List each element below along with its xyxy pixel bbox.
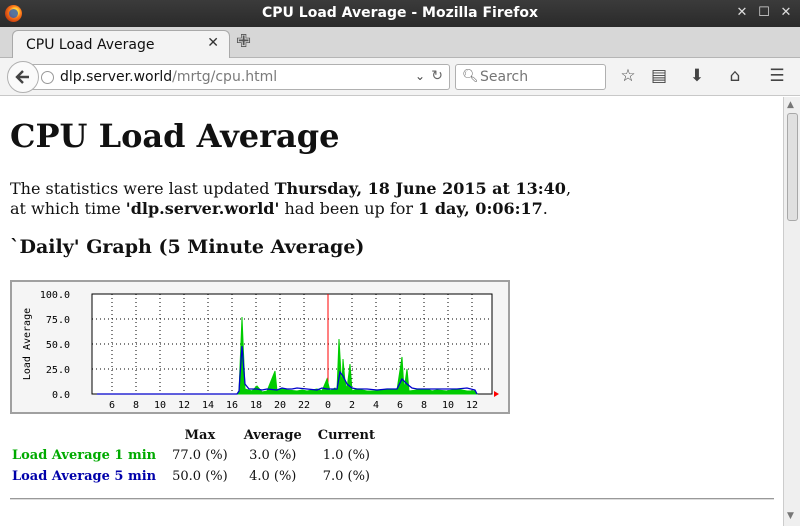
download-icon[interactable]: ⬇: [689, 66, 705, 86]
legend-row-1min: Load Average 1 min 77.0 (%) 3.0 (%) 1.0 …: [10, 445, 383, 466]
x-axis-arrow: [494, 391, 499, 397]
y-tick-label: 0.0: [52, 390, 70, 401]
host-name: 'dlp.server.world': [125, 199, 280, 218]
legend-table: Max Average Current Load Average 1 min 7…: [10, 425, 383, 487]
legend-max-5min: 50.0 (%): [172, 469, 228, 484]
legend-label-1min: Load Average 1 min: [12, 448, 157, 463]
close-window-icon[interactable]: ✕: [780, 5, 792, 20]
daily-graph: 100.0 75.0 50.0 25.0 0.0 6 8 10 12 14 16 18 20 22 0 2 4 6…: [10, 280, 510, 414]
navigation-bar: dlp.server.world/mrtg/cpu.html ⌄ ↻ 🔍︎ ☆ …: [0, 58, 800, 96]
reload-icon[interactable]: ↻: [431, 68, 443, 84]
y-tick-label: 50.0: [46, 340, 70, 351]
x-tick-label: 4: [373, 400, 379, 411]
tab-strip: CPU Load Average ✕ ✙: [0, 27, 800, 59]
x-tick-label: 2: [349, 400, 355, 411]
x-tick-label: 12: [466, 400, 478, 411]
graph-heading: `Daily' Graph (5 Minute Average): [10, 236, 365, 258]
uptime-prefix: at which time: [10, 199, 126, 218]
search-icon: 🔍︎: [462, 69, 479, 84]
legend-header-max: Max: [184, 427, 216, 443]
load-chart: 100.0 75.0 50.0 25.0 0.0 6 8 10 12 14 16 18 20 22 0 2 4 6…: [22, 290, 499, 411]
x-tick-label: 8: [421, 400, 427, 411]
x-tick-label: 10: [154, 400, 166, 411]
x-tick-label: 0: [325, 400, 331, 411]
legend-current-5min: 7.0 (%): [322, 469, 370, 484]
x-tick-label: 18: [250, 400, 262, 411]
globe-icon: [41, 71, 54, 84]
updated-prefix: The statistics were last updated: [10, 179, 275, 198]
updated-suffix: ,: [565, 179, 572, 198]
x-tick-label: 6: [109, 400, 115, 411]
legend-header-average: Average: [243, 427, 302, 443]
x-tick-label: 14: [202, 400, 214, 411]
x-tick-label: 6: [397, 400, 403, 411]
back-arrow-icon: [15, 70, 29, 84]
scrollbar-thumb[interactable]: [787, 113, 798, 221]
search-input[interactable]: [480, 68, 600, 86]
x-tick-label: 22: [298, 400, 310, 411]
bookmark-star-icon[interactable]: ☆: [620, 66, 636, 86]
scroll-down-icon[interactable]: ▼: [787, 511, 794, 521]
page-title: CPU Load Average: [10, 117, 340, 155]
legend-corner: [10, 425, 164, 445]
divider: [10, 498, 774, 500]
scroll-up-icon[interactable]: ▲: [787, 100, 794, 110]
uptime-suffix: .: [542, 199, 548, 218]
x-tick-label: 20: [274, 400, 286, 411]
y-axis-label: Load Average: [22, 308, 33, 380]
legend-max-1min: 77.0 (%): [172, 448, 228, 463]
series-load-5min: [97, 345, 478, 395]
y-tick-label: 25.0: [46, 365, 70, 376]
new-tab-icon[interactable]: ✙: [236, 31, 252, 52]
url-bar[interactable]: dlp.server.world/mrtg/cpu.html ⌄ ↻: [30, 64, 450, 90]
vertical-scrollbar[interactable]: ▲ ▼: [783, 97, 800, 526]
stats-summary: The statistics were last updated Thursda…: [10, 179, 571, 219]
bookmarks-list-icon[interactable]: ▤: [650, 66, 668, 86]
y-tick-label: 100.0: [40, 290, 70, 301]
uptime-mid: had been up for: [279, 199, 419, 218]
legend-current-1min: 1.0 (%): [322, 448, 370, 463]
x-tick-label: 8: [133, 400, 139, 411]
home-icon[interactable]: ⌂: [729, 66, 741, 86]
back-button[interactable]: [7, 61, 39, 93]
updated-time: Thursday, 18 June 2015 at 13:40: [274, 179, 566, 198]
legend-header-current: Current: [317, 427, 375, 443]
search-box[interactable]: 🔍︎: [455, 64, 606, 90]
window-titlebar: CPU Load Average - Mozilla Firefox ✕ ☐ ✕: [0, 0, 800, 27]
legend-average-5min: 4.0 (%): [249, 469, 297, 484]
url-text[interactable]: dlp.server.world/mrtg/cpu.html: [60, 69, 278, 85]
legend-label-5min: Load Average 5 min: [12, 469, 157, 484]
legend-average-1min: 3.0 (%): [249, 448, 297, 463]
maximize-icon[interactable]: ☐: [758, 5, 770, 20]
close-tab-icon[interactable]: ✕: [207, 35, 219, 51]
minimize-icon[interactable]: ✕: [736, 5, 748, 20]
x-tick-label: 12: [178, 400, 190, 411]
legend-header-row: Max Average Current: [10, 425, 383, 445]
window-title: CPU Load Average - Mozilla Firefox: [262, 5, 538, 21]
x-tick-label: 10: [442, 400, 454, 411]
tab-title: CPU Load Average: [26, 37, 155, 53]
chevron-down-icon[interactable]: ⌄: [414, 69, 425, 83]
menu-icon[interactable]: ☰: [769, 66, 785, 86]
firefox-logo-icon: [5, 5, 22, 22]
y-tick-label: 75.0: [46, 315, 70, 326]
x-tick-label: 16: [226, 400, 238, 411]
page-content: CPU Load Average The statistics were las…: [0, 97, 783, 526]
legend-row-5min: Load Average 5 min 50.0 (%) 4.0 (%) 7.0 …: [10, 466, 383, 487]
tab-cpu-load[interactable]: CPU Load Average ✕: [12, 30, 230, 59]
uptime-value: 1 day, 0:06:17: [418, 199, 543, 218]
